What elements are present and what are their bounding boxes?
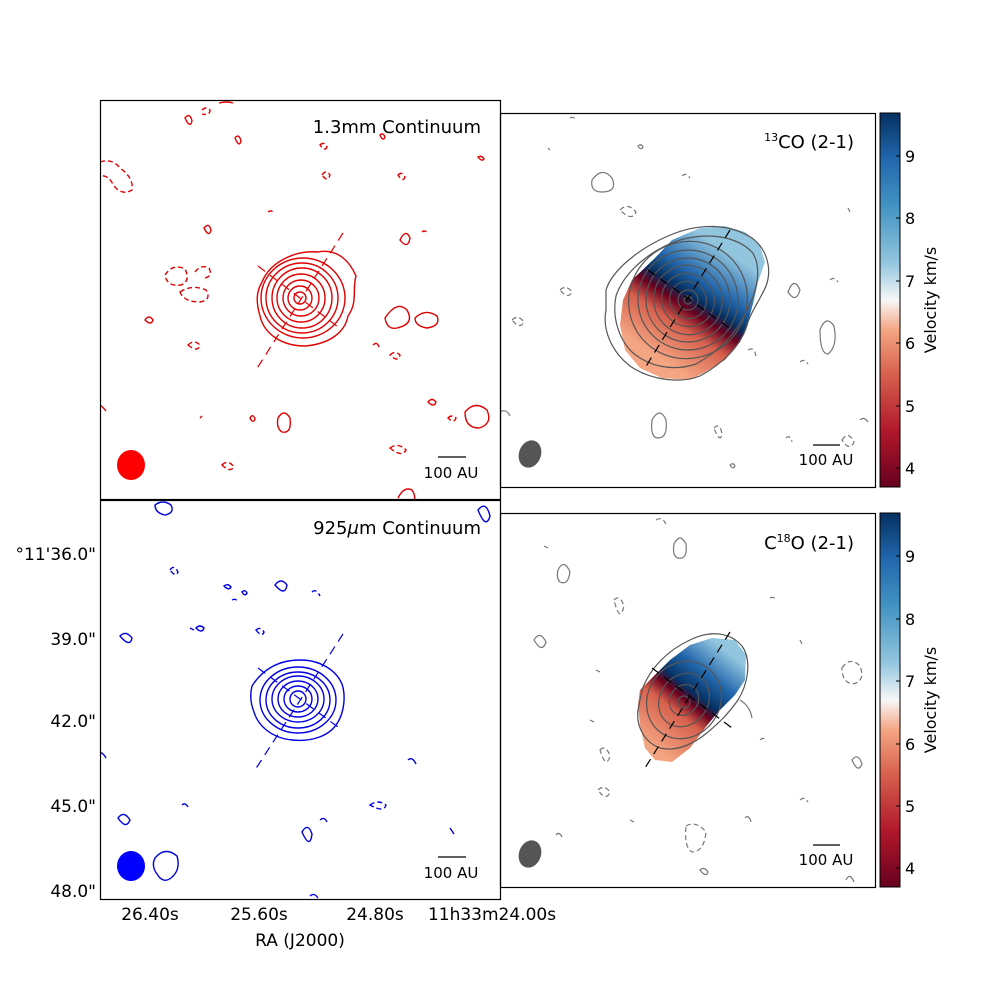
colorbar-tick-label: 6: [905, 735, 915, 754]
moment0-contours: [637, 633, 749, 750]
beam-ellipse: [117, 450, 145, 480]
colorbar-tick-label: 8: [905, 209, 915, 228]
x-axis-label: RA (J2000): [255, 931, 345, 951]
colorbar-label: Velocity km/s: [921, 647, 940, 753]
ra-tick-label: 11h33m24.00s: [428, 905, 556, 925]
panel-925um-continuum: 100 AU 925μm Continuum: [99, 499, 502, 901]
moment0-contours: [604, 225, 770, 381]
beam-ellipse: [518, 840, 542, 868]
ra-tick-label: 25.60s: [230, 905, 288, 925]
panel-c18o: 100 AU C18O (2-1) 9 8 7 6 5 4 Velocity k…: [499, 512, 940, 889]
colorbar-tick-label: 4: [905, 459, 915, 478]
continuum-contours-red: [101, 101, 490, 499]
colorbar-label: Velocity km/s: [921, 247, 940, 353]
disk-axis-lines: [254, 633, 344, 771]
colorbar: [879, 512, 901, 888]
panel-title-c18o: C18O (2-1): [764, 532, 854, 554]
continuum-contours-blue: [101, 501, 491, 899]
beam-ellipse: [117, 851, 145, 881]
scalebar-label: 100 AU: [799, 451, 854, 469]
ra-axis: 26.40s 25.60s 24.80s 11h33m24.00s RA (J2…: [121, 905, 556, 951]
panel-title-13co: 13CO (2-1): [764, 131, 854, 153]
dec-axis: °11'36.0" 39.0" 42.0" 45.0" 48.0": [16, 545, 96, 902]
panel-13mm-continuum: 100 AU 1.3mm Continuum: [99, 99, 502, 501]
dec-tick-label: 45.0": [50, 797, 96, 817]
colorbar-tick-label: 7: [905, 672, 915, 691]
beam-ellipse: [518, 440, 542, 468]
ra-tick-label: 24.80s: [346, 905, 404, 925]
noise-contours: [533, 518, 863, 883]
dec-tick-label: 42.0": [50, 712, 96, 732]
colorbar-tick-label: 8: [905, 610, 915, 629]
noise-contours: [501, 116, 869, 469]
dec-tick-label: °11'36.0": [16, 545, 96, 565]
colorbar-tick-label: 5: [905, 397, 915, 416]
panel-title-925um: 925μm Continuum: [313, 518, 481, 539]
colorbar-tick-label: 4: [905, 859, 915, 878]
disk-axis-lines: [255, 232, 344, 371]
colorbar: [879, 112, 901, 488]
scalebar-label: 100 AU: [424, 864, 479, 882]
velocity-map: [620, 226, 765, 380]
colorbar-tick-label: 7: [905, 272, 915, 291]
panel-frame: [499, 512, 877, 889]
colorbar-tick-label: 9: [905, 147, 915, 166]
disk-axis-lines: [644, 631, 733, 769]
scalebar-label: 100 AU: [424, 464, 479, 482]
scalebar-label: 100 AU: [799, 851, 854, 869]
ra-tick-label: 26.40s: [121, 905, 179, 925]
disk-axis-lines: [644, 229, 733, 369]
panel-frame: [499, 112, 877, 489]
dec-tick-label: 39.0": [50, 630, 96, 650]
colorbar-tick-label: 6: [905, 334, 915, 353]
panel-title-13mm: 1.3mm Continuum: [313, 117, 481, 138]
colorbar-ticks: 9 8 7 6 5 4: [896, 547, 915, 878]
panel-13co: 100 AU 13CO (2-1) 9 8 7 6 5 4 Velocity k…: [499, 112, 940, 489]
colorbar-tick-label: 9: [905, 547, 915, 566]
colorbar-ticks: 9 8 7 6 5 4: [896, 147, 915, 478]
colorbar-tick-label: 5: [905, 797, 915, 816]
dec-tick-label: 48.0": [50, 882, 96, 902]
